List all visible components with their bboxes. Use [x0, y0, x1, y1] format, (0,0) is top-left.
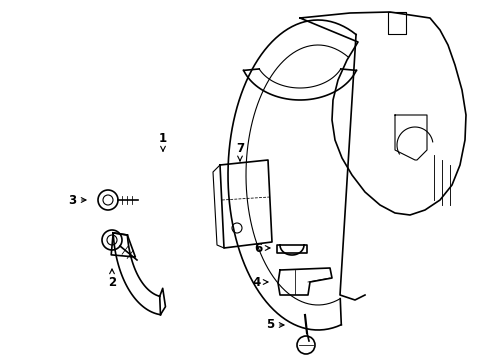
Text: 1: 1: [159, 131, 167, 151]
Text: 5: 5: [265, 319, 284, 332]
Text: 2: 2: [108, 269, 116, 289]
Text: 4: 4: [252, 275, 267, 288]
Text: 6: 6: [253, 242, 269, 255]
Text: 3: 3: [68, 194, 86, 207]
Text: 7: 7: [235, 141, 244, 161]
